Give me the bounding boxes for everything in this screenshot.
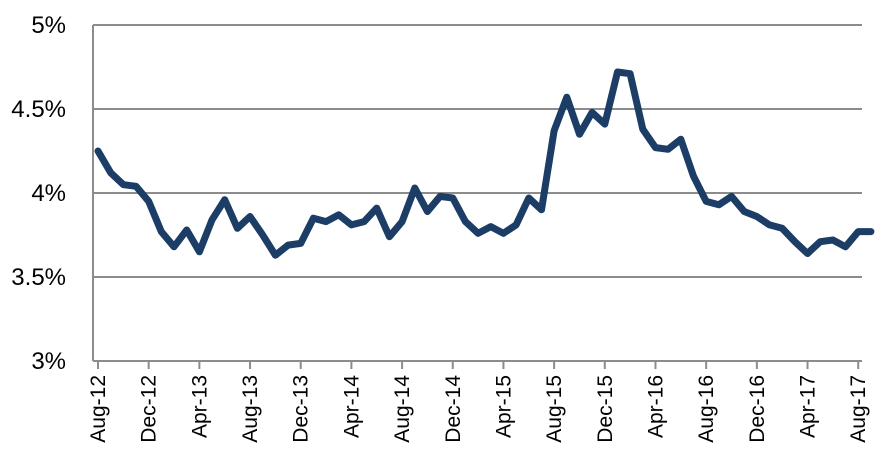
gridlines [93, 24, 862, 278]
data-point [186, 229, 188, 231]
data-point [312, 217, 314, 219]
data-point [515, 224, 517, 226]
data-point [173, 246, 175, 248]
data-point [388, 236, 390, 238]
data-point [287, 244, 289, 246]
data-point [325, 221, 327, 223]
data-point [731, 195, 732, 197]
data-point [528, 197, 530, 199]
data-point [401, 221, 403, 223]
data-point [591, 111, 593, 113]
data-point [832, 239, 834, 241]
data-point [807, 253, 808, 254]
data-point [579, 133, 580, 135]
data-point [502, 232, 504, 234]
data-point [110, 172, 112, 174]
x-tick-label: Dec-13 [290, 375, 313, 443]
data-point [350, 224, 352, 226]
data-point [743, 211, 745, 212]
data-point [198, 251, 200, 253]
data-point [819, 241, 821, 243]
data-point [274, 254, 276, 256]
data-point [781, 227, 783, 229]
y-axis-tick-labels: 3% 3.5% 4% 4.5% 5% [11, 12, 66, 375]
data-point [541, 209, 542, 211]
y-tick-label: 3% [31, 348, 66, 375]
data-point [857, 231, 859, 233]
data-point [693, 175, 694, 177]
axes [92, 25, 862, 362]
data-point [122, 184, 124, 186]
data-point [655, 147, 656, 149]
data-point [680, 138, 682, 140]
x-tick-label: Apr-17 [797, 375, 820, 438]
data-point [667, 148, 669, 150]
data-point [604, 123, 606, 125]
data-point [617, 71, 618, 73]
x-tick-label: Aug-13 [239, 375, 262, 443]
data-point [705, 200, 707, 202]
x-tick-label: Apr-15 [492, 375, 515, 438]
x-axis-tick-labels: Aug-12 Dec-12 Apr-13 Aug-13 Dec-13 Apr-14 Aug-… [87, 361, 870, 443]
data-point [300, 242, 302, 244]
data-point [439, 195, 441, 197]
data-point [363, 221, 365, 223]
data-point [426, 211, 428, 212]
data-point [97, 150, 99, 152]
data-point [566, 96, 568, 98]
data-point [211, 219, 213, 221]
x-tick-label: Dec-12 [138, 375, 161, 443]
y-tick-label: 3.5% [11, 264, 66, 291]
data-point [718, 204, 720, 206]
x-tick-label: Dec-14 [442, 375, 465, 443]
x-tick-label: Aug-16 [695, 375, 718, 443]
x-tick-label: Aug-15 [543, 375, 566, 443]
data-point [376, 207, 378, 209]
x-tick-label: Apr-14 [340, 375, 363, 438]
x-tick-label: Dec-15 [594, 375, 617, 443]
data-point [845, 246, 846, 248]
x-tick-label: Aug-12 [87, 375, 110, 443]
data-point [794, 241, 796, 243]
y-tick-label: 5% [31, 12, 66, 39]
y-tick-label: 4% [31, 180, 66, 207]
data-point [135, 185, 137, 187]
data-point [464, 221, 466, 223]
data-point [642, 128, 644, 130]
data-point [452, 197, 454, 199]
series-group [94, 68, 875, 259]
data-point [338, 214, 340, 216]
data-point [148, 200, 150, 202]
data-point [224, 199, 226, 201]
data-point [414, 187, 416, 189]
x-tick-label: Aug-14 [391, 375, 414, 443]
data-point [490, 226, 492, 228]
data-point [756, 216, 758, 217]
x-tick-label: Aug-17 [847, 375, 870, 443]
data-point [236, 227, 238, 229]
x-tick-label: Apr-16 [644, 375, 667, 438]
data-point [769, 224, 770, 226]
data-point [553, 130, 555, 132]
data-point [870, 231, 872, 233]
y-tick-label: 4.5% [11, 96, 66, 123]
data-point [262, 234, 264, 236]
series-line [94, 68, 875, 259]
data-point [477, 232, 479, 234]
data-point [249, 216, 251, 217]
data-point [629, 73, 631, 75]
x-tick-label: Dec-16 [746, 375, 769, 443]
data-point [160, 231, 162, 233]
x-tick-label: Apr-13 [188, 375, 211, 438]
